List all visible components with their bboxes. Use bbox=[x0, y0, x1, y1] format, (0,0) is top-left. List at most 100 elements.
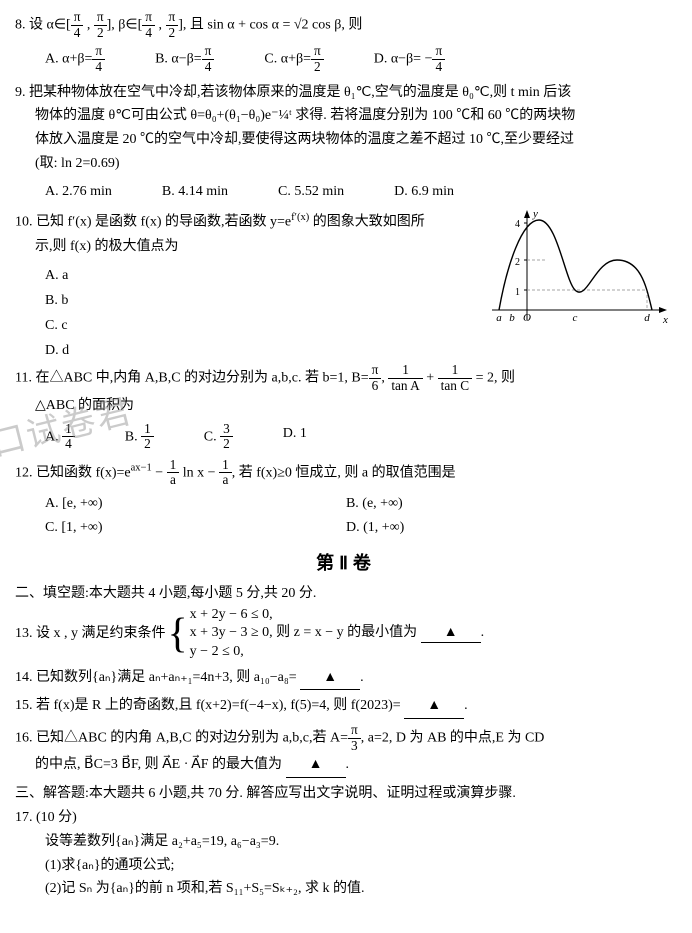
t: , bbox=[381, 371, 388, 386]
f: 6 bbox=[369, 379, 382, 394]
q13-c1: x + 2y − 6 ≤ 0, bbox=[190, 606, 484, 624]
t: ln x − bbox=[179, 465, 219, 480]
q15: 15. 若 f(x)是 R 上的奇函数,且 f(x+2)=f(−4−x), f(… bbox=[15, 694, 672, 719]
t: , a=2, D 为 AB 的中点,E 为 CD bbox=[361, 731, 545, 746]
q9-options: A. 2.76 min B. 4.14 min C. 5.52 min D. 6… bbox=[45, 180, 672, 204]
t: , bbox=[83, 17, 94, 32]
sup: ax−1 bbox=[131, 462, 152, 473]
q8-opt-b: B. α−β=π4 bbox=[155, 44, 214, 74]
t: ], β∈[ bbox=[107, 17, 143, 32]
q12-options: A. [e, +∞) B. (e, +∞) C. [1, +∞) D. (1, … bbox=[45, 492, 672, 540]
f: 3 bbox=[220, 422, 233, 438]
fill-heading: 二、填空题:本大题共 4 小题,每小题 5 分,共 20 分. bbox=[15, 582, 672, 606]
q11-l2: △ABC 的面积为 bbox=[35, 394, 672, 418]
f: 4 bbox=[202, 60, 215, 75]
f: π bbox=[142, 10, 155, 26]
sup: f′(x) bbox=[291, 212, 309, 223]
q9-opt-d: D. 6.9 min bbox=[394, 180, 454, 204]
q9-opt-c: C. 5.52 min bbox=[278, 180, 344, 204]
f: 1 bbox=[388, 363, 422, 379]
svg-text:x: x bbox=[662, 314, 668, 326]
f: 4 bbox=[62, 437, 75, 452]
f: π bbox=[432, 44, 445, 60]
q8-stem: 8. 设 α∈[ bbox=[15, 17, 71, 32]
t: A. α+β= bbox=[45, 52, 92, 67]
t: 的中点, B⃗C=3 B⃗F, 则 A⃗E · A⃗F 的最大值为 bbox=[35, 757, 282, 772]
svg-text:d: d bbox=[644, 312, 650, 324]
t: 10. 已知 f′(x) 是函数 f(x) 的导函数,若函数 y=e bbox=[15, 215, 291, 230]
f: π bbox=[92, 44, 105, 60]
f: 4 bbox=[92, 60, 105, 75]
svg-text:b: b bbox=[509, 312, 515, 324]
q13-c2: x + 3y − 3 ≥ 0, 则 z = x − y 的最小值为 bbox=[190, 625, 417, 640]
t: 的图象大致如图所 bbox=[309, 215, 425, 230]
q8-opt-c: C. α+β=π2 bbox=[264, 44, 323, 74]
t: ], 且 sin α + cos α = √2 cos β, 则 bbox=[178, 17, 362, 32]
f: π bbox=[348, 723, 361, 739]
t: . bbox=[464, 698, 468, 713]
t: , 若 f(x)≥0 恒成立, 则 a 的取值范围是 bbox=[232, 465, 456, 480]
t: B. α−β= bbox=[155, 52, 202, 67]
q11-opt-c: C. 32 bbox=[204, 422, 233, 452]
q9-l2: 物体的温度 θ℃可由公式 θ=θ₀+(θ₁−θ₀)e⁻¼ᵗ 求得. 若将温度分别… bbox=[35, 104, 672, 128]
f: π bbox=[166, 10, 179, 26]
q16: 16. 已知△ABC 的内角 A,B,C 的对边分别为 a,b,c,若 A=π3… bbox=[15, 723, 672, 778]
q8-options: A. α+β=π4 B. α−β=π4 C. α+β=π2 D. α−β= −π… bbox=[45, 44, 672, 74]
f: 4 bbox=[432, 60, 445, 75]
t: C. α+β= bbox=[264, 52, 311, 67]
t: B. bbox=[125, 429, 141, 444]
q12-opt-c: C. [1, +∞) bbox=[45, 516, 346, 540]
q12-opt-d: D. (1, +∞) bbox=[346, 516, 647, 540]
f: 2 bbox=[94, 26, 107, 41]
t: + bbox=[423, 371, 438, 386]
blank: ▲ bbox=[286, 753, 346, 778]
t: . bbox=[346, 757, 350, 772]
q9: 9. 把某种物体放在空气中冷却,若该物体原来的温度是 θ₁℃,空气的温度是 θ₀… bbox=[15, 81, 672, 176]
t: 11. 在△ABC 中,内角 A,B,C 的对边分别为 a,b,c. 若 b=1… bbox=[15, 371, 369, 386]
f: 3 bbox=[348, 739, 361, 754]
q10-figure: 1 2 4 a b O c d x y bbox=[477, 205, 672, 344]
f: a bbox=[167, 473, 180, 488]
t: . bbox=[360, 670, 364, 685]
blank: ▲ bbox=[421, 624, 481, 643]
q12: 12. 已知函数 f(x)=eax−1 − 1a ln x − 1a, 若 f(… bbox=[15, 458, 672, 488]
q17-l1: 设等差数列{aₙ}满足 a₂+a₅=19, a₆−a₃=9. bbox=[45, 830, 672, 854]
q17-l2: (1)求{aₙ}的通项公式; bbox=[45, 854, 672, 878]
solve-heading: 三、解答题:本大题共 6 小题,共 70 分. 解答应写出文字说明、证明过程或演… bbox=[15, 782, 672, 806]
t: D. α−β= − bbox=[374, 52, 433, 67]
q11: 11. 在△ABC 中,内角 A,B,C 的对边分别为 a,b,c. 若 b=1… bbox=[15, 363, 672, 417]
f: tan C bbox=[438, 379, 472, 394]
f: 1 bbox=[62, 422, 75, 438]
svg-text:c: c bbox=[573, 312, 578, 324]
q10-l2: 示,则 f(x) 的极大值点为 bbox=[35, 235, 472, 259]
f: π bbox=[71, 10, 84, 26]
q11-opt-b: B. 12 bbox=[125, 422, 154, 452]
q11-opt-a: A. 14 bbox=[45, 422, 75, 452]
svg-text:a: a bbox=[496, 312, 502, 324]
f: π bbox=[369, 363, 382, 379]
svg-text:O: O bbox=[523, 312, 531, 324]
q9-l1: 9. 把某种物体放在空气中冷却,若该物体原来的温度是 θ₁℃,空气的温度是 θ₀… bbox=[15, 81, 672, 105]
t: C. bbox=[204, 429, 220, 444]
f: 2 bbox=[141, 437, 154, 452]
q11-opt-d: D. 1 bbox=[283, 422, 307, 452]
q8-opt-a: A. α+β=π4 bbox=[45, 44, 105, 74]
f: 1 bbox=[141, 422, 154, 438]
t: 12. 已知函数 f(x)=e bbox=[15, 465, 131, 480]
section-2-title: 第 Ⅱ 卷 bbox=[15, 548, 672, 579]
ytick-4: 4 bbox=[515, 219, 520, 230]
f: 2 bbox=[166, 26, 179, 41]
t: − bbox=[152, 465, 167, 480]
f: 1 bbox=[219, 458, 232, 474]
q17-head: 17. (10 分) bbox=[15, 806, 672, 830]
f: 1 bbox=[167, 458, 180, 474]
q13-c3: y − 2 ≤ 0, bbox=[190, 643, 484, 661]
q9-opt-a: A. 2.76 min bbox=[45, 180, 112, 204]
t: 14. 已知数列{aₙ}满足 aₙ+aₙ₊₁=4n+3, 则 a₁₀−a₈= bbox=[15, 670, 297, 685]
brace-icon: { bbox=[168, 613, 188, 655]
f: 4 bbox=[71, 26, 84, 41]
q9-opt-b: B. 4.14 min bbox=[162, 180, 228, 204]
f: 2 bbox=[220, 437, 233, 452]
t: 13. 设 x , y 满足约束条件 bbox=[15, 622, 166, 646]
f: tan A bbox=[388, 379, 422, 394]
